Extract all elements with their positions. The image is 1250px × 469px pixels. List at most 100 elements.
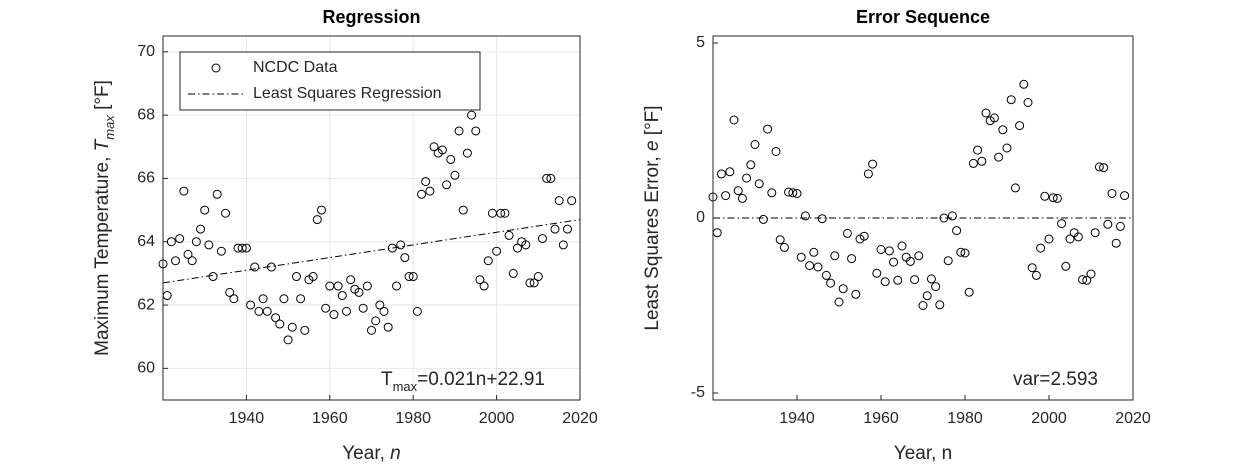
point (504, 230, 514, 240)
point (283, 335, 293, 345)
point (546, 173, 556, 183)
point (750, 140, 760, 149)
point (981, 108, 991, 118)
point (442, 180, 452, 190)
point (729, 115, 739, 125)
point (392, 281, 402, 291)
point (225, 287, 235, 297)
point (973, 145, 983, 155)
point (246, 300, 256, 310)
y-tick-label: 60 (137, 360, 155, 377)
point (229, 294, 239, 304)
text-part: T (381, 369, 393, 390)
point (947, 211, 957, 221)
point (842, 228, 852, 238)
point (291, 272, 301, 282)
x-tick-label: 2000 (1031, 410, 1067, 427)
point (533, 272, 543, 282)
point (329, 310, 339, 320)
point (943, 256, 953, 266)
y-tick-label: 5 (696, 34, 705, 51)
point (1094, 162, 1104, 172)
text-part: T (92, 138, 113, 151)
text-part: n (390, 443, 401, 464)
point (208, 272, 218, 282)
point (910, 275, 920, 285)
y-tick-label: 62 (137, 296, 155, 313)
point (529, 278, 539, 288)
point (872, 268, 882, 278)
point (998, 125, 1008, 135)
point (558, 240, 568, 250)
point (1015, 121, 1025, 131)
x-tick-label: 1940 (779, 410, 815, 427)
point (458, 205, 468, 215)
point (868, 159, 878, 169)
point (300, 325, 310, 335)
point (884, 246, 894, 256)
point (262, 306, 272, 316)
point (826, 278, 836, 288)
point (341, 306, 351, 316)
point (333, 281, 343, 291)
point (1031, 270, 1041, 280)
point (525, 278, 535, 288)
point (562, 224, 572, 234)
point (863, 169, 873, 179)
point (1103, 219, 1113, 229)
point (784, 187, 794, 197)
point (512, 243, 522, 253)
point (183, 249, 193, 259)
point (221, 208, 231, 218)
point (379, 306, 389, 316)
point (876, 245, 886, 254)
point (250, 262, 260, 272)
point (922, 291, 932, 301)
point (446, 154, 456, 164)
point (859, 231, 869, 241)
text-part: Year, n (894, 443, 952, 464)
point (821, 270, 831, 280)
point (216, 246, 226, 256)
point (471, 126, 481, 136)
point (926, 274, 936, 284)
point (1057, 219, 1067, 229)
point (767, 188, 777, 198)
point (989, 113, 999, 123)
point (542, 173, 552, 183)
point (467, 110, 477, 120)
point (500, 208, 510, 218)
point (483, 256, 493, 266)
point (1027, 263, 1037, 273)
point (771, 147, 781, 156)
point (400, 253, 410, 263)
y-axis-label: Least Squares Error, e [°F] (642, 105, 663, 330)
point (918, 301, 928, 310)
x-axis-label: Year, n (894, 443, 952, 464)
point (897, 241, 907, 251)
point (775, 235, 785, 245)
y-axis-label: Maximum Temperature, Tmax [°F] (92, 80, 117, 356)
point (308, 272, 318, 282)
y-tick-label: 66 (137, 170, 155, 187)
point (275, 319, 285, 329)
axes: 1940 1960 1980 2000 2020 -5 0 5 Error Sequence Ye… (642, 7, 1151, 464)
point (964, 287, 974, 297)
point (346, 275, 356, 285)
point (800, 211, 810, 221)
point (496, 208, 506, 218)
point (412, 306, 422, 316)
point (1040, 191, 1050, 201)
y-tick-label: 64 (137, 233, 155, 250)
point (537, 234, 547, 244)
text-part: [°F] (642, 105, 663, 140)
point (237, 243, 247, 253)
point (792, 189, 802, 198)
point (179, 186, 189, 196)
point (754, 179, 764, 189)
legend-label: NCDC Data (253, 59, 338, 76)
text-part: max (393, 379, 418, 394)
point (1107, 189, 1117, 198)
point (809, 247, 819, 257)
point (813, 262, 823, 272)
